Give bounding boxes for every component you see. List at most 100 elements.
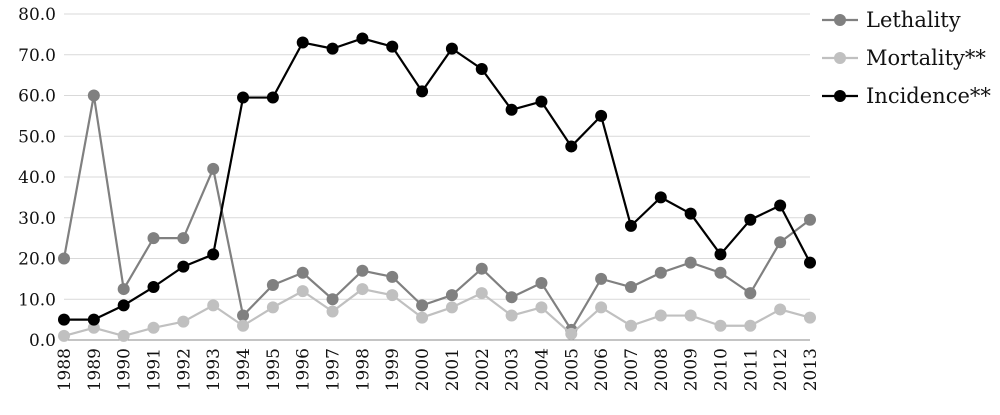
x-tick-label: 1998 <box>353 348 373 391</box>
data-point <box>326 42 339 55</box>
data-point <box>714 248 727 261</box>
data-point <box>565 327 578 340</box>
y-tick-label: 20.0 <box>18 250 56 270</box>
series-line <box>62 94 811 331</box>
data-point <box>505 309 518 322</box>
data-point <box>117 283 130 296</box>
data-point <box>58 252 70 265</box>
data-point <box>416 299 429 312</box>
x-tick-label: 2005 <box>562 348 582 391</box>
data-point <box>386 289 399 302</box>
gridlines <box>64 13 810 341</box>
data-point <box>207 248 220 261</box>
data-point <box>744 319 757 332</box>
data-point <box>177 315 190 328</box>
data-point <box>505 103 518 116</box>
data-point <box>117 329 130 342</box>
y-tick-label: 50.0 <box>18 127 56 147</box>
x-tick-label: 1991 <box>145 348 165 391</box>
data-point <box>804 256 816 269</box>
series-line <box>64 37 811 321</box>
x-tick-label: 2013 <box>801 348 821 391</box>
data-point <box>565 140 578 153</box>
data-point <box>207 162 220 175</box>
data-point <box>654 309 667 322</box>
data-point <box>237 309 250 322</box>
data-point <box>684 309 697 322</box>
data-point <box>356 283 369 296</box>
data-point <box>445 301 458 314</box>
data-point <box>804 311 816 324</box>
data-point <box>505 291 518 304</box>
y-tick-label: 60.0 <box>18 87 56 107</box>
data-point <box>714 319 727 332</box>
data-point <box>58 329 70 342</box>
x-tick-label: 2006 <box>592 348 612 391</box>
data-point <box>684 256 697 269</box>
data-point <box>595 109 608 122</box>
x-tick-label: 1994 <box>234 348 254 391</box>
legend-label: Lethality <box>866 8 961 32</box>
x-tick-label: 2010 <box>711 348 731 391</box>
x-tick-label: 1995 <box>264 348 284 391</box>
data-point <box>475 63 488 76</box>
legend-swatch-marker <box>834 52 846 64</box>
data-point <box>266 301 279 314</box>
y-tick-label: 40.0 <box>18 168 56 188</box>
x-tick-label: 2007 <box>622 348 642 391</box>
data-point <box>654 266 667 279</box>
x-tick-label: 2011 <box>741 348 761 391</box>
data-point <box>714 266 727 279</box>
data-point <box>744 213 757 226</box>
data-point <box>326 293 339 306</box>
x-tick-label: 2012 <box>771 348 791 391</box>
data-point <box>177 260 190 273</box>
x-tick-label: 1999 <box>383 348 403 391</box>
legend-label: Mortality** <box>866 46 986 70</box>
data-point <box>535 301 548 314</box>
legend-label: Incidence** <box>866 84 991 108</box>
data-point <box>356 32 369 45</box>
data-point <box>87 313 100 326</box>
legend-swatch-marker <box>834 90 846 102</box>
data-point <box>147 232 160 245</box>
data-point <box>296 266 309 279</box>
data-point <box>595 272 608 285</box>
data-point <box>296 285 309 298</box>
data-point <box>595 301 608 314</box>
data-point <box>266 91 279 104</box>
x-tick-label: 2004 <box>532 348 552 391</box>
data-point <box>296 36 309 49</box>
data-point <box>386 40 399 53</box>
x-tick-label: 2008 <box>652 348 672 391</box>
y-tick-label: 10.0 <box>18 290 56 310</box>
legend: Lethality Mortality** Incidence** <box>822 8 991 108</box>
data-point <box>535 95 548 108</box>
series-line <box>63 287 811 338</box>
data-point <box>774 236 787 249</box>
data-point <box>326 305 339 318</box>
data-point <box>624 319 637 332</box>
series-incidence <box>58 32 816 326</box>
data-point <box>744 287 757 300</box>
data-point <box>237 319 250 332</box>
data-point <box>237 91 250 104</box>
data-point <box>416 311 429 324</box>
x-tick-label: 1996 <box>294 348 314 391</box>
data-point <box>475 262 488 275</box>
data-point <box>445 289 458 302</box>
y-axis-ticks: 0.0 10.0 20.0 30.0 40.0 50.0 60.0 70.0 80.0 <box>18 5 56 351</box>
data-point <box>58 313 70 326</box>
data-point <box>356 264 369 277</box>
series-lines <box>58 32 816 342</box>
x-tick-label: 1993 <box>204 348 224 391</box>
data-point <box>624 281 637 294</box>
data-point <box>177 232 190 245</box>
x-tick-label: 1989 <box>85 348 105 391</box>
data-point <box>266 278 279 291</box>
data-point <box>147 321 160 334</box>
x-tick-label: 2009 <box>682 348 702 391</box>
data-point <box>87 89 100 102</box>
data-point <box>416 85 429 98</box>
y-tick-label: 0.0 <box>29 331 56 351</box>
